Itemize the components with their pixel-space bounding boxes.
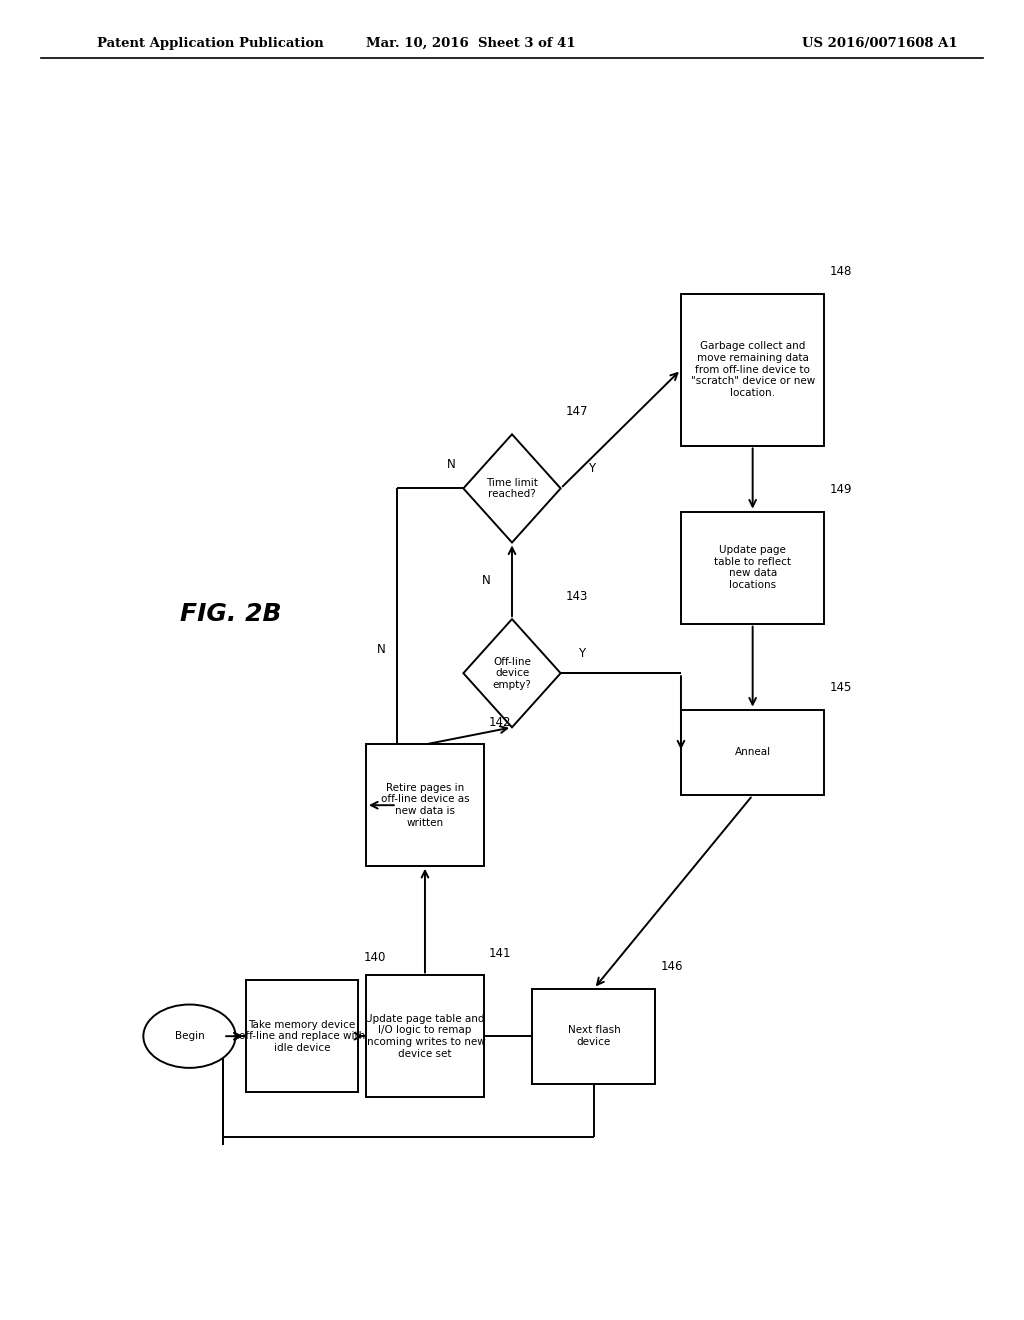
Text: 148: 148 bbox=[829, 265, 852, 279]
Ellipse shape bbox=[143, 1005, 236, 1068]
Text: 149: 149 bbox=[829, 483, 852, 496]
Text: 145: 145 bbox=[829, 681, 852, 694]
Text: Retire pages in
off-line device as
new data is
written: Retire pages in off-line device as new d… bbox=[381, 783, 469, 828]
FancyBboxPatch shape bbox=[367, 744, 483, 866]
FancyBboxPatch shape bbox=[681, 710, 824, 795]
Text: N: N bbox=[446, 458, 456, 471]
Text: 141: 141 bbox=[489, 946, 511, 960]
Text: Off-line
device
empty?: Off-line device empty? bbox=[493, 656, 531, 690]
Text: Garbage collect and
move remaining data
from off-line device to
"scratch" device: Garbage collect and move remaining data … bbox=[690, 342, 815, 397]
Polygon shape bbox=[463, 619, 561, 727]
Text: Y: Y bbox=[578, 647, 585, 660]
Text: US 2016/0071608 A1: US 2016/0071608 A1 bbox=[802, 37, 957, 50]
Text: N: N bbox=[482, 574, 490, 587]
Text: Begin: Begin bbox=[174, 1031, 205, 1041]
Text: Anneal: Anneal bbox=[734, 747, 771, 758]
FancyBboxPatch shape bbox=[246, 979, 358, 1093]
Text: Time limit
reached?: Time limit reached? bbox=[486, 478, 538, 499]
Text: 146: 146 bbox=[660, 960, 683, 973]
Text: Mar. 10, 2016  Sheet 3 of 41: Mar. 10, 2016 Sheet 3 of 41 bbox=[367, 37, 575, 50]
FancyBboxPatch shape bbox=[681, 512, 824, 624]
FancyBboxPatch shape bbox=[367, 975, 483, 1097]
Text: Next flash
device: Next flash device bbox=[567, 1026, 621, 1047]
Text: 142: 142 bbox=[489, 715, 511, 729]
Text: Y: Y bbox=[588, 462, 595, 475]
Polygon shape bbox=[463, 434, 561, 543]
Text: N: N bbox=[377, 643, 386, 656]
Text: Update page table and
I/O logic to remap
incoming writes to new
device set: Update page table and I/O logic to remap… bbox=[365, 1014, 485, 1059]
Text: 140: 140 bbox=[364, 952, 386, 964]
Text: 143: 143 bbox=[565, 590, 588, 603]
Text: Update page
table to reflect
new data
locations: Update page table to reflect new data lo… bbox=[714, 545, 792, 590]
Text: FIG. 2B: FIG. 2B bbox=[179, 602, 282, 626]
Text: Patent Application Publication: Patent Application Publication bbox=[97, 37, 324, 50]
FancyBboxPatch shape bbox=[532, 989, 655, 1084]
FancyBboxPatch shape bbox=[681, 294, 824, 446]
Text: 147: 147 bbox=[565, 405, 588, 418]
Text: Take memory device
off-line and replace with
idle device: Take memory device off-line and replace … bbox=[239, 1019, 366, 1053]
